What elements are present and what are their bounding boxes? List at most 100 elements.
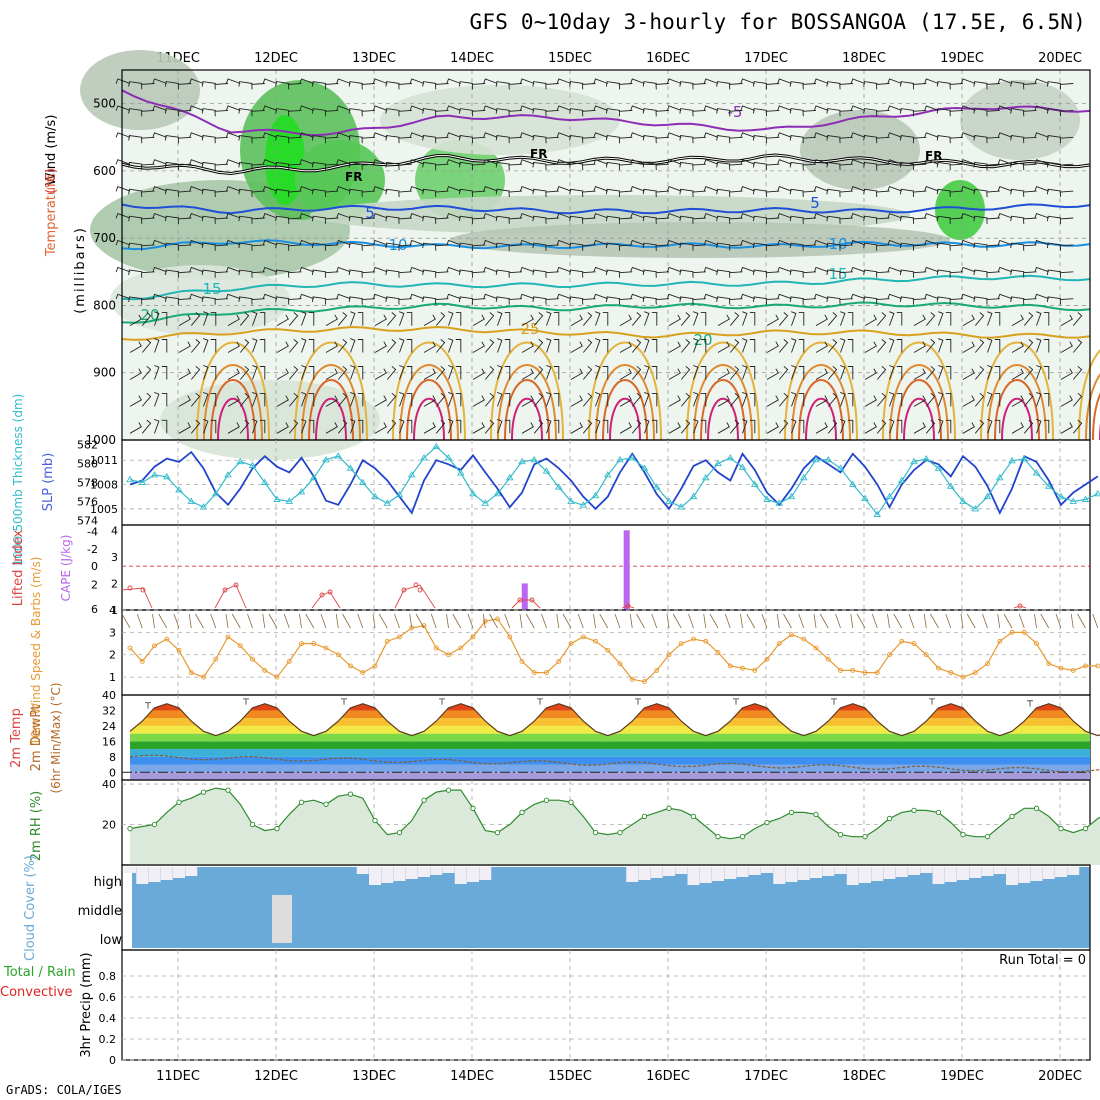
thickness-tick: 574 bbox=[77, 514, 98, 527]
wind-barb bbox=[446, 239, 461, 246]
wind-barb bbox=[357, 419, 364, 434]
wind-barb bbox=[299, 78, 314, 84]
wind-barb bbox=[361, 190, 376, 198]
wind-barb bbox=[655, 217, 670, 224]
wind-barb bbox=[742, 311, 748, 326]
wind-barb bbox=[262, 132, 278, 138]
cloud-gap-high bbox=[932, 867, 945, 884]
wind-barb bbox=[740, 213, 755, 219]
temp-band bbox=[130, 772, 1090, 780]
wind-barb bbox=[483, 159, 498, 165]
wind-barb bbox=[1059, 163, 1074, 171]
wind-barb bbox=[324, 109, 339, 117]
wind-barb bbox=[115, 78, 131, 84]
wind10m-point bbox=[617, 661, 623, 667]
surface-temp-contour bbox=[609, 397, 641, 441]
thickness-point bbox=[334, 452, 343, 459]
wind-barb bbox=[458, 81, 474, 87]
wind10m-point bbox=[764, 656, 770, 662]
thickness-point bbox=[1044, 482, 1053, 489]
rh-point bbox=[494, 829, 501, 836]
wind-barb bbox=[214, 217, 229, 224]
wind-barb bbox=[1023, 339, 1034, 353]
wind10m-barb bbox=[577, 613, 584, 629]
wind10m-barb bbox=[856, 613, 866, 629]
wind-barb bbox=[423, 314, 436, 326]
wind-barb bbox=[545, 83, 559, 90]
wind-barb bbox=[619, 368, 632, 380]
rh-tick: 20 bbox=[102, 819, 116, 832]
wind-barb bbox=[912, 217, 927, 224]
wind-barb bbox=[128, 108, 143, 114]
wind-barb bbox=[497, 418, 503, 434]
rh-point bbox=[200, 789, 207, 795]
wind-barb bbox=[214, 271, 229, 278]
wind-barb bbox=[925, 312, 936, 326]
wind-barb bbox=[203, 391, 209, 407]
wind-barb bbox=[483, 132, 498, 138]
wind10m-point bbox=[201, 674, 206, 680]
wind-barb bbox=[398, 190, 412, 198]
ylabel-temperature-unit: (°C) bbox=[44, 168, 59, 194]
wind10m-barb bbox=[357, 613, 364, 629]
wind-barb bbox=[1023, 392, 1034, 407]
wind10m-barb bbox=[394, 613, 400, 629]
thickness-point bbox=[579, 501, 588, 508]
wind-barb bbox=[1034, 293, 1049, 300]
cloud-gap-high bbox=[834, 867, 847, 874]
wind-barb bbox=[446, 105, 461, 111]
wind-barb bbox=[896, 366, 903, 380]
wind-barb bbox=[974, 312, 985, 326]
wind-barb bbox=[605, 269, 621, 276]
thickness-point bbox=[934, 464, 943, 471]
wind-barb bbox=[115, 213, 131, 219]
wind-barb bbox=[986, 244, 1000, 251]
wind-barb bbox=[495, 134, 510, 141]
wind-barb bbox=[997, 266, 1013, 273]
wind-barb bbox=[913, 368, 926, 380]
surface-temp-contour bbox=[399, 364, 459, 441]
wind-barb bbox=[311, 296, 327, 302]
wind-barb bbox=[214, 136, 229, 144]
ylabel-temperature: Temperature bbox=[44, 174, 59, 257]
wind-barb bbox=[385, 296, 400, 302]
wind-barb bbox=[275, 161, 290, 168]
wind-tick: 1 bbox=[109, 671, 116, 684]
wind-barb bbox=[497, 391, 503, 407]
wind-barb bbox=[986, 136, 1000, 144]
wind-barb bbox=[850, 266, 866, 273]
wind-barb bbox=[201, 215, 216, 222]
wind-barb bbox=[666, 78, 682, 84]
temp-contour-label: 5 bbox=[810, 194, 820, 212]
rh-point bbox=[690, 813, 697, 820]
wind-barb bbox=[152, 266, 167, 273]
wind10m-barb bbox=[593, 613, 596, 629]
date-label-bottom: 15DEC bbox=[548, 1069, 592, 1084]
wind-barb bbox=[973, 188, 988, 195]
pressure-tick: 500 bbox=[93, 97, 116, 111]
wind10m-point bbox=[703, 638, 709, 644]
surface-temp-contour bbox=[791, 364, 851, 441]
date-label-bottom: 13DEC bbox=[352, 1069, 396, 1084]
wind-barb bbox=[912, 163, 927, 171]
wind-barb bbox=[1034, 105, 1049, 111]
wind-barb bbox=[275, 269, 290, 276]
wind-barb bbox=[406, 339, 413, 353]
wind-barb bbox=[398, 298, 412, 305]
wind-barb bbox=[471, 136, 486, 144]
wind-barb bbox=[716, 134, 731, 141]
cloud-gap-high bbox=[1030, 867, 1043, 881]
wind-barb bbox=[495, 81, 510, 87]
wind-barb bbox=[798, 392, 805, 407]
wind-barb bbox=[605, 215, 621, 222]
cloud-gap-high bbox=[1067, 867, 1080, 875]
wind-barb bbox=[703, 159, 719, 165]
wind-barb bbox=[214, 109, 229, 117]
wind-barb bbox=[987, 418, 993, 434]
rh-shade bbox=[295, 140, 385, 220]
wind-barb bbox=[789, 242, 804, 249]
wind-barb bbox=[406, 366, 413, 380]
thickness-point bbox=[983, 492, 992, 500]
wind-barb bbox=[692, 217, 706, 224]
wind-barb bbox=[912, 136, 927, 144]
